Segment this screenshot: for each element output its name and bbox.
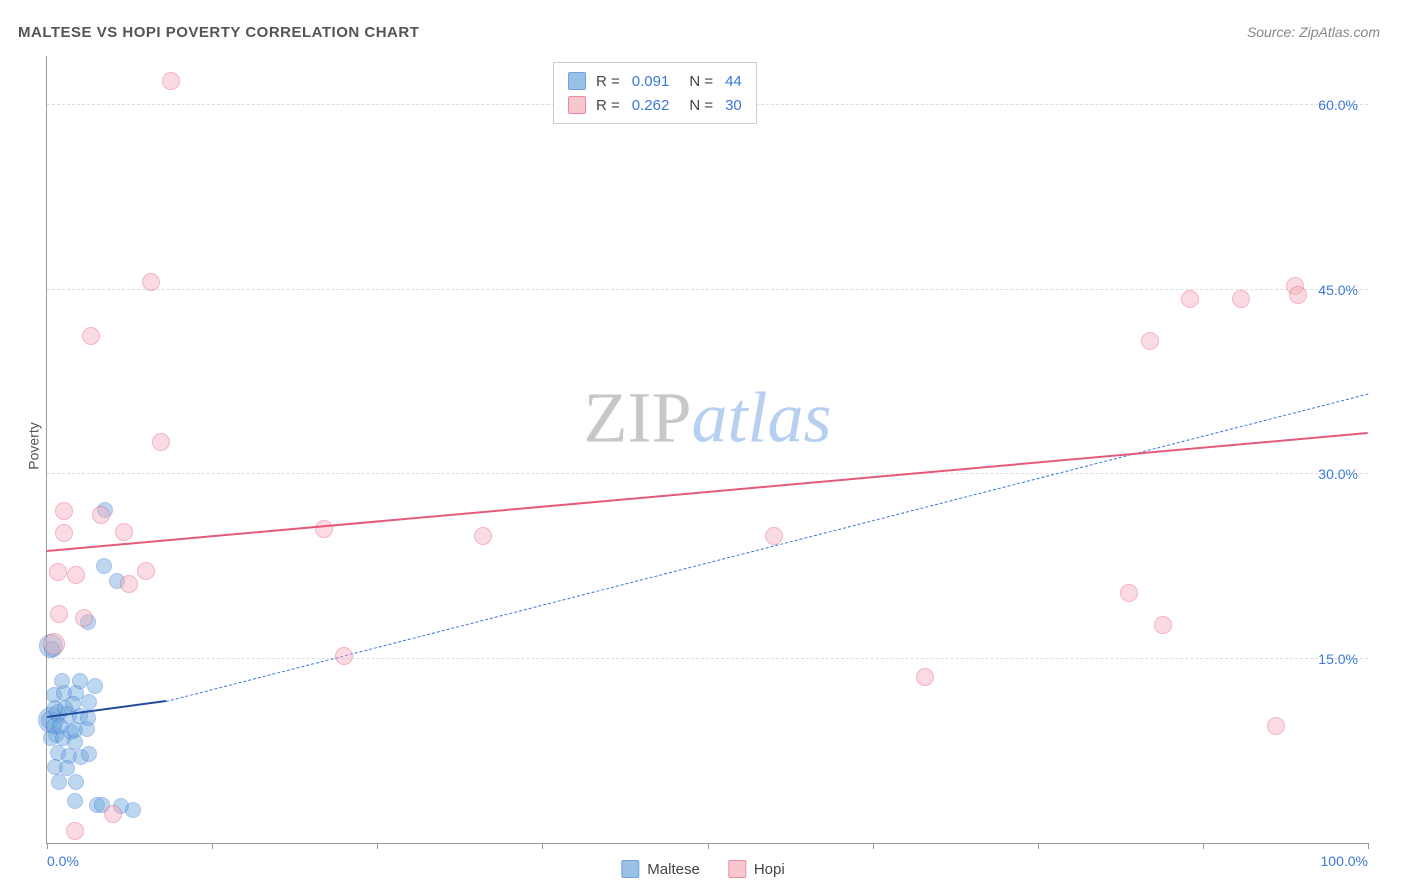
data-point: [137, 562, 155, 580]
data-point: [92, 506, 110, 524]
data-point: [1141, 332, 1159, 350]
y-axis-label: Poverty: [26, 422, 42, 469]
xtick: [377, 843, 378, 849]
swatch-maltese: [621, 860, 639, 878]
data-point: [65, 696, 81, 712]
xtick: [873, 843, 874, 849]
data-point: [54, 673, 70, 689]
xtick: [1038, 843, 1039, 849]
legend-row-hopi: R = 0.262 N = 30: [568, 93, 742, 117]
data-point: [87, 678, 103, 694]
data-point: [1232, 290, 1250, 308]
data-point: [82, 327, 100, 345]
swatch-hopi: [568, 96, 586, 114]
source-attribution: Source: ZipAtlas.com: [1247, 24, 1380, 40]
data-point: [765, 527, 783, 545]
data-point: [49, 563, 67, 581]
data-point: [96, 558, 112, 574]
swatch-maltese: [568, 72, 586, 90]
ytick-label: 45.0%: [1318, 282, 1358, 298]
data-point: [125, 802, 141, 818]
data-point: [916, 668, 934, 686]
data-point: [474, 527, 492, 545]
data-point: [142, 273, 160, 291]
legend-item-maltese: Maltese: [621, 860, 700, 878]
data-point: [67, 793, 83, 809]
data-point: [152, 433, 170, 451]
correlation-legend: R = 0.091 N = 44 R = 0.262 N = 30: [553, 62, 757, 124]
xtick: [708, 843, 709, 849]
xtick: [1203, 843, 1204, 849]
xtick: [47, 843, 48, 849]
chart-title: MALTESE VS HOPI POVERTY CORRELATION CHAR…: [18, 24, 419, 41]
data-point: [51, 774, 67, 790]
data-point: [75, 609, 93, 627]
ytick-label: 60.0%: [1318, 97, 1358, 113]
ytick-label: 15.0%: [1318, 651, 1358, 667]
data-point: [1181, 290, 1199, 308]
data-point: [1120, 584, 1138, 602]
data-point: [81, 694, 97, 710]
data-point: [1267, 717, 1285, 735]
data-point: [315, 520, 333, 538]
data-point: [1289, 286, 1307, 304]
data-point: [81, 746, 97, 762]
watermark: ZIPatlas: [583, 377, 831, 460]
data-point: [115, 523, 133, 541]
data-point: [55, 502, 73, 520]
data-point: [43, 633, 65, 655]
plot-area: ZIPatlas 15.0%30.0%45.0%60.0%0.0%100.0%: [46, 56, 1368, 844]
xtick: [212, 843, 213, 849]
data-point: [72, 673, 88, 689]
series-legend: Maltese Hopi: [621, 860, 784, 878]
data-point: [67, 566, 85, 584]
data-point: [52, 718, 68, 734]
data-point: [66, 822, 84, 840]
data-point: [335, 647, 353, 665]
gridline: [47, 658, 1368, 659]
data-point: [55, 524, 73, 542]
ytick-label: 30.0%: [1318, 466, 1358, 482]
data-point: [1154, 616, 1172, 634]
gridline: [47, 473, 1368, 474]
data-point: [162, 72, 180, 90]
swatch-hopi: [728, 860, 746, 878]
xtick: [542, 843, 543, 849]
data-point: [120, 575, 138, 593]
trendline: [47, 432, 1368, 552]
xtick: [1368, 843, 1369, 849]
chart-container: MALTESE VS HOPI POVERTY CORRELATION CHAR…: [0, 0, 1406, 892]
xtick-label: 0.0%: [47, 853, 79, 869]
data-point: [68, 774, 84, 790]
gridline: [47, 289, 1368, 290]
data-point: [104, 805, 122, 823]
legend-item-hopi: Hopi: [728, 860, 785, 878]
data-point: [50, 605, 68, 623]
xtick-label: 100.0%: [1321, 853, 1368, 869]
legend-row-maltese: R = 0.091 N = 44: [568, 69, 742, 93]
